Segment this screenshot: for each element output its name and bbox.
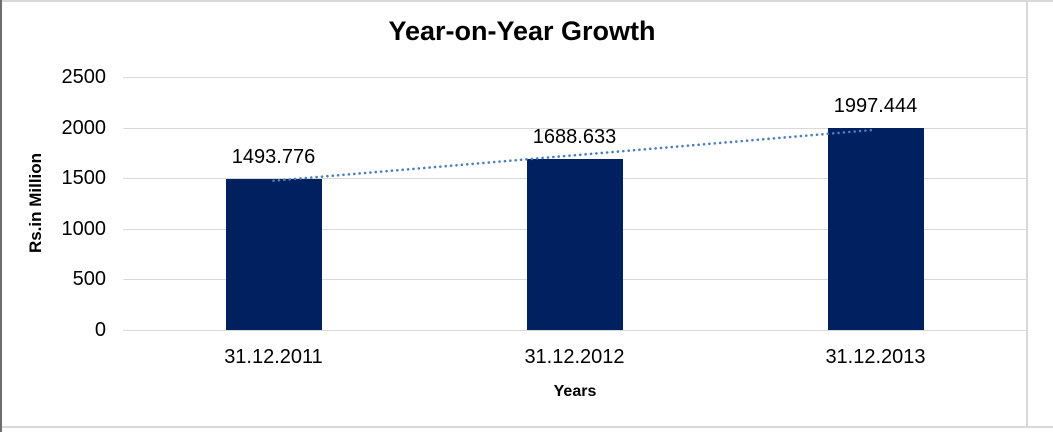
y-axis-tick-label: 2500: [61, 66, 107, 88]
bar-data-label: 1688.633: [532, 126, 617, 149]
bar: [225, 178, 322, 330]
frame-bottom-border: [0, 426, 1053, 428]
x-axis-category-label: 31.12.2012: [524, 346, 625, 368]
frame-left-border: [0, 0, 2, 432]
x-axis-category-label: 31.12.2013: [825, 346, 926, 368]
gridline: [123, 77, 1026, 78]
y-axis-tick-label: 2000: [61, 116, 107, 139]
bar: [526, 159, 623, 330]
x-axis-category-label: 31.12.2011: [224, 346, 323, 368]
gridline: [123, 330, 1026, 331]
y-axis-tick-label: 1000: [61, 217, 107, 240]
frame-top-border: [0, 0, 1053, 2]
gridline: [123, 127, 1026, 129]
x-axis-title: Years: [553, 383, 597, 400]
bar-data-label: 1493.776: [231, 145, 316, 168]
chart-title: Year-on-Year Growth: [388, 16, 656, 46]
frame-right-border: [1026, 0, 1028, 428]
y-axis-tick-label: 500: [72, 268, 106, 291]
y-axis-tick-label: 0: [94, 319, 106, 341]
bar-data-label: 1997.444: [833, 94, 918, 117]
y-axis-tick-label: 1500: [61, 167, 107, 190]
bar: [827, 127, 924, 330]
